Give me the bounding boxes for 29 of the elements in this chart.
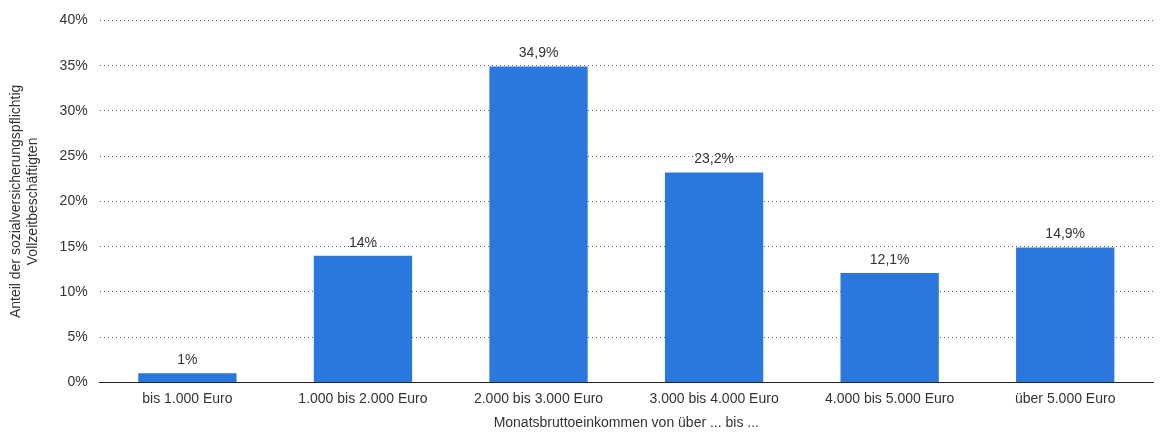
y-tick-label: 40% [59, 11, 88, 28]
y-tick-label: 30% [59, 101, 88, 118]
y-tick-label: 25% [59, 147, 88, 164]
data-label: 34,9% [518, 44, 559, 61]
y-tick-label: 5% [67, 328, 88, 345]
y-tick-label: 35% [59, 56, 88, 73]
bar [664, 172, 764, 382]
x-tick-label: bis 1.000 Euro [142, 389, 233, 406]
x-axis-title: Monatsbruttoeinkommen von über ... bis ... [493, 414, 759, 431]
data-label: 14,9% [1045, 225, 1086, 242]
y-axis-title: Anteil der sozialversicherungspflichtig Vollzeitbeschäftigten [7, 84, 41, 319]
bar [1016, 247, 1115, 382]
x-tick-label: 1.000 bis 2.000 Euro [298, 389, 428, 406]
x-tick-label: 3.000 bis 4.000 Euro [649, 389, 779, 406]
data-label: 14% [348, 233, 377, 250]
y-tick-label: 15% [59, 237, 88, 254]
data-label: 1% [177, 351, 198, 368]
y-tick-label: 0% [67, 373, 88, 390]
y-tick-label: 10% [59, 282, 88, 299]
bar [138, 373, 237, 382]
bar [313, 255, 413, 382]
x-tick-label: 2.000 bis 3.000 Euro [473, 389, 604, 406]
x-tick-label: über 5.000 Euro [1015, 389, 1116, 406]
data-label: 12,1% [869, 250, 910, 267]
bar [840, 272, 939, 382]
y-tick-label: 20% [59, 192, 88, 209]
data-label: 23,2% [694, 150, 734, 167]
bar [489, 66, 588, 382]
x-tick-label: 4.000 bis 5.000 Euro [825, 389, 955, 406]
